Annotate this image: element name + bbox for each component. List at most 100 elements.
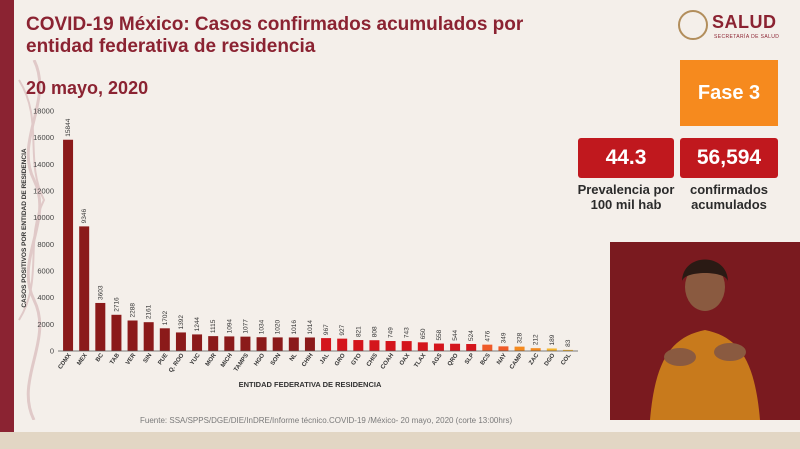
- phase-badge: Fase 3: [680, 60, 778, 126]
- sign-language-interpreter-video: [610, 242, 800, 420]
- category-label: GTO: [351, 352, 363, 366]
- bar-value-label: 524: [468, 330, 475, 341]
- bar-value-label: 349: [500, 332, 507, 343]
- x-axis-label: ENTIDAD FEDERATIVA DE RESIDENCIA: [239, 380, 382, 389]
- prevalence-value: 44.3: [578, 138, 674, 178]
- bar-value-label: 2716: [113, 297, 120, 312]
- interpreter-figure: [650, 259, 760, 420]
- bar: [514, 346, 525, 351]
- category-label: COL: [560, 352, 572, 366]
- bar-value-label: 1020: [275, 320, 282, 335]
- bar: [353, 340, 364, 351]
- category-label: JAL: [319, 352, 331, 365]
- logo-subtitle: SECRETARÍA DE SALUD: [714, 34, 780, 40]
- y-tick-label: 6000: [37, 267, 54, 276]
- page-title: COVID-19 México: Casos confirmados acumu…: [26, 14, 524, 57]
- category-label: GRO: [334, 352, 347, 367]
- bar: [530, 348, 541, 351]
- confirmed-value: 56,594: [680, 138, 778, 178]
- category-label: TAMPS: [233, 353, 250, 373]
- bar-value-label: 650: [420, 328, 427, 339]
- bar-value-label: 743: [404, 327, 411, 338]
- bar-value-label: 189: [549, 334, 556, 345]
- bar-value-label: 1702: [162, 310, 169, 325]
- bar: [175, 332, 186, 351]
- bar-value-label: 967: [323, 324, 330, 335]
- y-tick-label: 12000: [33, 187, 54, 196]
- bar-value-label: 1034: [259, 319, 266, 334]
- category-label: TLAX: [414, 353, 428, 369]
- bar: [321, 338, 332, 351]
- bar-value-label: 476: [484, 330, 491, 341]
- category-label: MICH: [220, 353, 234, 369]
- category-label: MEX: [76, 353, 88, 367]
- bar-value-label: 1115: [210, 319, 217, 333]
- category-label: OAX: [399, 353, 411, 367]
- bar: [466, 344, 477, 351]
- y-tick-label: 0: [50, 347, 54, 356]
- category-label: PUE: [157, 353, 169, 367]
- bar: [288, 337, 299, 351]
- logo-text: SALUD: [712, 12, 777, 32]
- bar: [272, 337, 283, 351]
- bar-value-label: 1392: [178, 315, 185, 330]
- y-tick-label: 8000: [37, 240, 54, 249]
- bar: [450, 343, 461, 351]
- bar: [337, 338, 348, 351]
- bar-value-label: 1077: [242, 319, 249, 334]
- seal-icon: [678, 10, 708, 40]
- bar-value-label: 2161: [146, 304, 153, 319]
- bar-value-label: 1094: [226, 319, 233, 334]
- category-label: BCS: [480, 353, 492, 367]
- bar-value-label: 1014: [307, 320, 314, 335]
- bar: [240, 336, 251, 351]
- y-tick-label: 10000: [33, 213, 54, 222]
- bar: [417, 342, 428, 351]
- confirmed-label: confirmados acumulados: [689, 182, 768, 212]
- prevalence-label: Prevalencia por 100 mil hab: [577, 182, 675, 212]
- bar-value-label: 15844: [65, 118, 72, 136]
- category-label: SLP: [464, 353, 476, 366]
- bar-value-label: 9346: [81, 209, 88, 224]
- bar: [562, 349, 573, 351]
- bar: [433, 343, 444, 351]
- bottom-bar: [0, 432, 800, 449]
- bar: [63, 139, 74, 351]
- left-brand-stripe: [0, 0, 14, 449]
- category-label: YUC: [190, 352, 203, 366]
- bar-value-label: 749: [388, 327, 395, 338]
- category-label: CHIH: [301, 353, 314, 368]
- bar-value-label: 927: [339, 324, 346, 335]
- bar: [127, 320, 138, 351]
- bar-value-label: 821: [355, 326, 362, 337]
- category-label: Q. ROO: [168, 352, 186, 373]
- bar-value-label: 1016: [291, 320, 298, 335]
- y-tick-label: 2000: [37, 320, 54, 329]
- bar: [482, 344, 493, 351]
- bar: [256, 337, 267, 351]
- bar-value-label: 544: [452, 330, 459, 341]
- bar: [369, 340, 380, 351]
- category-label: NAY: [496, 353, 508, 366]
- category-label: QRO: [447, 352, 460, 367]
- category-label: VER: [125, 352, 137, 366]
- bar: [143, 322, 154, 351]
- bar: [95, 302, 106, 351]
- bar: [159, 328, 170, 351]
- report-date: 20 mayo, 2020: [26, 78, 149, 98]
- bar: [546, 348, 557, 351]
- bar: [385, 341, 396, 351]
- bar: [401, 341, 412, 351]
- bar-value-label: 558: [436, 329, 443, 340]
- category-label: DGO: [544, 352, 557, 367]
- category-label: CDMX: [58, 353, 73, 371]
- category-label: CAMP: [509, 353, 524, 371]
- category-label: HGO: [253, 352, 266, 367]
- bar-value-label: 212: [533, 334, 540, 345]
- y-axis-label: CASOS POSITIVOS POR ENTIDAD DE RESIDENCI…: [21, 148, 28, 308]
- bar-value-label: 1244: [194, 317, 201, 332]
- bar-value-label: 328: [517, 332, 524, 343]
- y-tick-label: 4000: [37, 293, 54, 302]
- category-label: BC: [95, 352, 105, 363]
- category-label: CHIS: [366, 353, 379, 368]
